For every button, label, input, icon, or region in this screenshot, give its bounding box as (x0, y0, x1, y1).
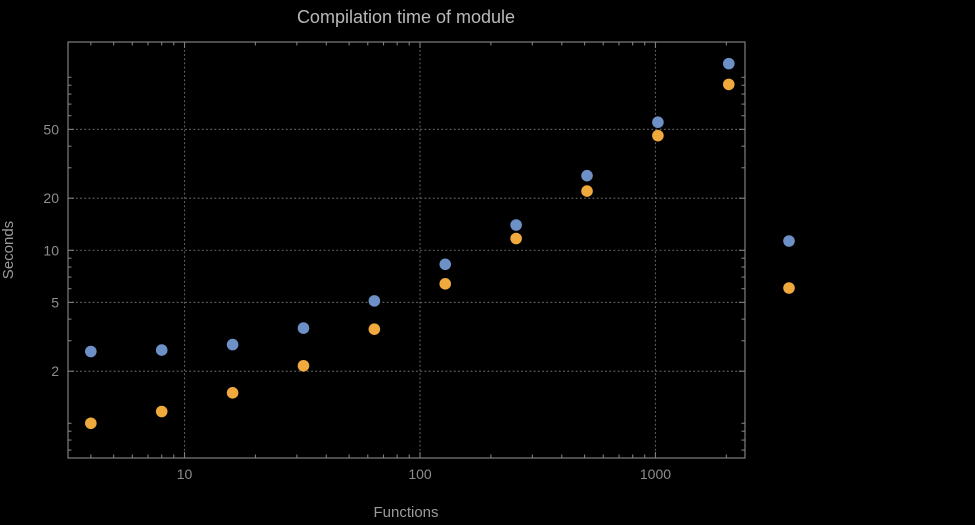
x-tick-label: 10 (177, 466, 193, 482)
x-axis-label: Functions (373, 504, 438, 521)
data-point-orange (581, 185, 593, 197)
y-axis-label: Seconds (0, 221, 17, 279)
data-points-layer (85, 57, 735, 430)
data-point-blue (85, 345, 97, 358)
grid-layer (67, 41, 746, 459)
data-point-blue (510, 219, 522, 231)
y-tick-label: 10 (43, 242, 59, 258)
data-point-blue (297, 322, 310, 334)
data-point-orange (368, 323, 381, 335)
data-point-orange (155, 405, 168, 418)
legend-marker-blue (783, 235, 795, 247)
x-tick-label: 1000 (640, 466, 671, 482)
data-point-orange (652, 129, 664, 142)
plot-frame (67, 41, 746, 459)
data-point-orange (297, 359, 310, 372)
x-tick-label: 100 (408, 466, 432, 482)
y-tick-label: 5 (51, 294, 59, 310)
legend-marker-orange (783, 282, 795, 294)
y-tick-label: 2 (51, 363, 59, 379)
data-point-orange (226, 387, 239, 399)
data-point-orange (439, 278, 452, 290)
y-tick-label: 50 (43, 121, 59, 137)
legend (783, 235, 795, 294)
data-point-orange (510, 232, 522, 245)
tick-layer: 10 100 1000 2 5 10 20 50 (43, 42, 745, 482)
y-tick-label: 20 (43, 190, 59, 206)
data-point-blue (155, 344, 168, 356)
data-point-orange (85, 417, 97, 430)
chart-title: Compilation time of module (297, 7, 515, 27)
data-point-blue (652, 116, 664, 129)
data-point-blue (581, 169, 593, 182)
data-point-blue (722, 57, 735, 70)
data-point-blue (226, 338, 239, 351)
frame-border (67, 41, 746, 459)
data-point-blue (368, 295, 381, 307)
data-point-blue (439, 258, 452, 271)
data-point-orange (722, 78, 735, 91)
